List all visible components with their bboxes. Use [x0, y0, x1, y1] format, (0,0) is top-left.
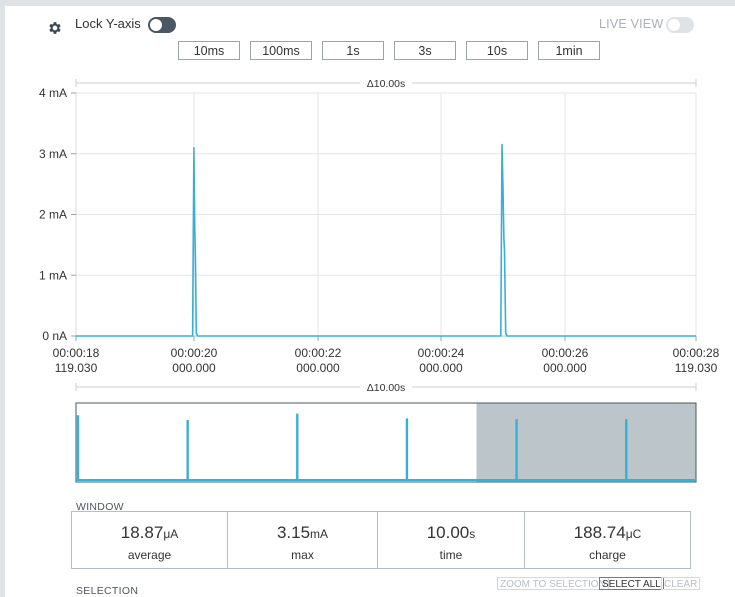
x-tick-sublabel: 119.030	[55, 361, 98, 375]
x-tick-sublabel: 000.000	[419, 361, 463, 375]
y-tick-label: 0 nA	[42, 329, 67, 343]
x-tick-sublabel: 000.000	[296, 361, 340, 375]
gear-icon[interactable]	[47, 20, 63, 36]
overview-selection-region	[476, 403, 696, 482]
clear-button[interactable]: CLEAR	[661, 577, 701, 590]
y-tick-label: 4 mA	[39, 86, 67, 100]
x-tick-label: 00:00:24	[418, 346, 465, 360]
window-100ms-button[interactable]: 100ms	[250, 41, 312, 60]
y-tick-label: 2 mA	[39, 208, 67, 222]
current-series	[76, 143, 696, 337]
stat-label: max	[291, 548, 314, 562]
window-10s-button[interactable]: 10s	[466, 41, 528, 60]
overview-chart[interactable]: Δ10.00s	[75, 380, 697, 483]
window-3s-button[interactable]: 3s	[394, 41, 456, 60]
overview-frame	[75, 402, 697, 483]
window-1min-button[interactable]: 1min	[538, 41, 600, 60]
selection-section-label: SELECTION	[76, 585, 139, 597]
stat-label: charge	[589, 548, 626, 562]
x-tick-sublabel: 119.030	[675, 361, 718, 375]
stat-number: 18.87	[120, 523, 164, 542]
stat-number: 3.15	[276, 523, 311, 542]
window-stats: 18.87μA average 3.15mA max 10.00s time 1…	[71, 511, 691, 569]
x-tick-label: 00:00:22	[295, 346, 342, 360]
lock-y-axis-label: Lock Y-axis	[75, 16, 141, 31]
x-tick-label: 00:00:26	[542, 346, 589, 360]
select-all-button[interactable]: SELECT ALL	[599, 577, 664, 590]
stat-max: 3.15mA max	[228, 512, 378, 568]
stat-average: 18.87μA average	[72, 512, 228, 568]
stat-label: time	[439, 548, 463, 562]
stat-unit: mA	[310, 527, 329, 541]
overview-delta-label: Δ10.00s	[367, 382, 406, 394]
current-line	[76, 143, 696, 337]
x-tick-label: 00:00:18	[53, 346, 100, 360]
stat-number: 188.74	[573, 523, 626, 542]
stat-value: 3.15mA	[228, 523, 377, 543]
stat-value: 10.00s	[378, 523, 524, 543]
toggle-knob	[150, 19, 162, 31]
window-1s-button[interactable]: 1s	[322, 41, 384, 60]
stat-label: average	[127, 548, 172, 562]
y-tick-label: 3 mA	[39, 147, 67, 161]
zoom-to-selection-button[interactable]: ZOOM TO SELECTION	[497, 577, 609, 590]
overview-delta-bg	[360, 380, 412, 394]
lock-y-axis-toggle[interactable]	[148, 17, 176, 33]
stat-unit: μA	[163, 527, 179, 541]
stat-number: 10.00	[426, 523, 470, 542]
window-section-label: WINDOW	[76, 501, 124, 513]
y-tick-label: 1 mA	[39, 268, 67, 282]
toggle-knob	[668, 19, 680, 31]
x-tick-sublabel: 000.000	[172, 361, 216, 375]
delta-label: Δ10.00s	[367, 78, 406, 90]
stat-unit: s	[469, 527, 476, 541]
live-view-toggle[interactable]	[666, 17, 694, 33]
power-profiler-panel	[5, 6, 735, 597]
stat-time: 10.00s time	[378, 512, 525, 568]
chart-grid	[75, 92, 697, 337]
stat-value: 188.74μC	[525, 523, 690, 543]
stat-value: 18.87μA	[72, 523, 227, 543]
live-view-label: LIVE VIEW	[599, 17, 664, 31]
delta-label-bg	[360, 76, 412, 90]
window-10ms-button[interactable]: 10ms	[178, 41, 240, 60]
stat-unit: μC	[625, 527, 642, 541]
x-tick-label: 00:00:20	[171, 346, 218, 360]
stat-charge: 188.74μC charge	[525, 512, 690, 568]
x-tick-label: 00:00:28	[673, 346, 720, 360]
x-tick-sublabel: 000.000	[543, 361, 587, 375]
